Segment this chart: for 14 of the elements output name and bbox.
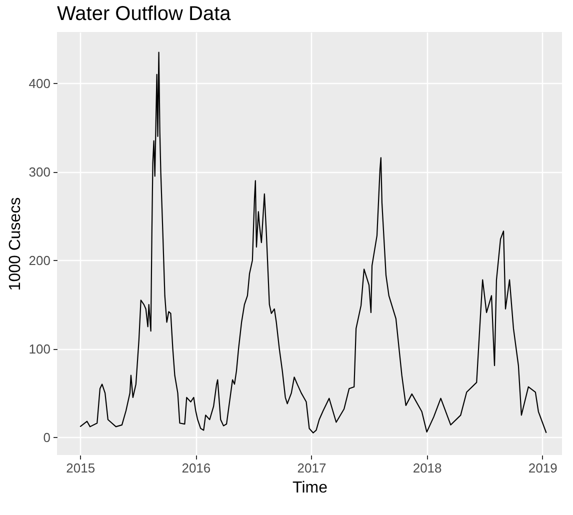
chart-title: Water Outflow Data <box>57 3 232 25</box>
y-tick-label: 100 <box>28 341 50 356</box>
y-tick-label: 200 <box>28 252 50 268</box>
y-tick-label: 400 <box>28 76 50 91</box>
x-tick-label: 2019 <box>528 460 558 476</box>
line-series <box>80 52 547 434</box>
x-tick-label: 2016 <box>182 460 211 476</box>
y-axis-title: 1000 Cusecs <box>6 197 24 291</box>
y-tick-label: 300 <box>28 164 50 180</box>
x-tick-label: 2017 <box>297 460 326 476</box>
x-tick-label: 2015 <box>66 460 96 476</box>
y-tick-label: 0 <box>43 430 50 445</box>
x-axis-title: Time <box>292 480 328 496</box>
x-tick-label: 2018 <box>412 460 442 476</box>
